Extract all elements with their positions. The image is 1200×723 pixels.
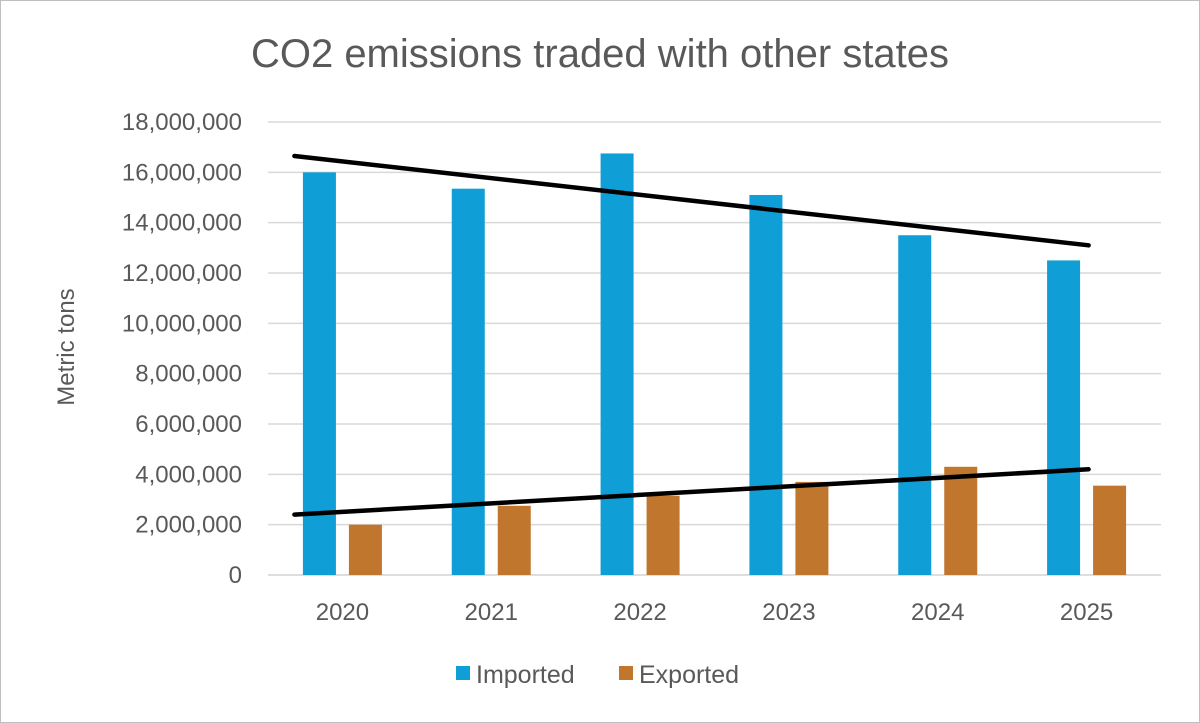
- y-tick-label: 6,000,000: [135, 411, 242, 438]
- bar-exported-2025: [1093, 485, 1127, 575]
- y-tick-label: 4,000,000: [135, 461, 242, 488]
- y-tick-labels: 0 2,000,000 4,000,000 6,000,000 8,000,000 10,…: [122, 109, 242, 589]
- bar-imported-2024: [898, 235, 932, 575]
- legend-label-exported: Exported: [639, 661, 739, 689]
- y-tick-label: 18,000,000: [122, 109, 242, 136]
- y-axis-label: Metric tons: [53, 288, 80, 405]
- bar-exported-2024: [944, 466, 978, 575]
- y-tick-label: 16,000,000: [122, 159, 242, 186]
- trendline-exported: [292, 467, 1091, 517]
- trendlines: [292, 153, 1091, 517]
- chart-title: CO2 emissions traded with other states: [251, 32, 949, 76]
- legend: Imported Exported: [456, 661, 739, 689]
- x-tick-label: 2020: [316, 599, 369, 626]
- legend-swatch-exported: [619, 666, 633, 680]
- bar-exported-2020: [348, 524, 382, 575]
- bar-exported-2022: [646, 495, 680, 575]
- y-tick-label: 14,000,000: [122, 210, 242, 237]
- x-tick-label: 2025: [1060, 599, 1113, 626]
- gridlines: [268, 121, 1161, 576]
- bar-imported-2021: [451, 188, 485, 576]
- bars: [302, 153, 1127, 576]
- bar-imported-2022: [600, 153, 634, 576]
- bar-exported-2023: [795, 481, 829, 575]
- y-tick-label: 8,000,000: [135, 361, 242, 388]
- x-tick-label: 2023: [762, 599, 815, 626]
- y-tick-label: 0: [229, 562, 242, 589]
- y-tick-label: 10,000,000: [122, 310, 242, 337]
- x-tick-label: 2024: [911, 599, 964, 626]
- bar-exported-2021: [497, 505, 531, 575]
- bar-imported-2025: [1047, 260, 1081, 575]
- x-tick-label: 2022: [613, 599, 666, 626]
- trendline-imported: [292, 153, 1091, 248]
- y-tick-label: 2,000,000: [135, 512, 242, 539]
- x-tick-labels: 2020 2021 2022 2023 2024 2025: [316, 599, 1114, 626]
- y-tick-label: 12,000,000: [122, 260, 242, 287]
- legend-label-imported: Imported: [476, 661, 575, 689]
- bar-imported-2020: [302, 172, 336, 576]
- legend-swatch-imported: [456, 666, 470, 680]
- x-tick-label: 2021: [465, 599, 518, 626]
- bar-imported-2023: [749, 194, 783, 575]
